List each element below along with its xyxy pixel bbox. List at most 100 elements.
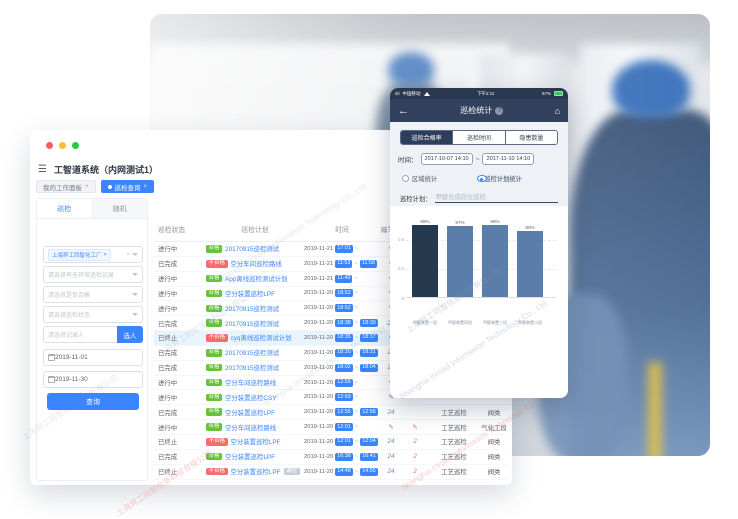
time-cell: 2019-11-20 12:59 ~ xyxy=(304,378,380,387)
plan-cell: 合格 20170915巡检测试 xyxy=(206,304,304,313)
plan-link[interactable]: 空分装置巡检LPF xyxy=(225,454,276,462)
plan-link[interactable]: cyq离线巡检测试计划 xyxy=(230,335,292,343)
plan-link[interactable]: 空分车间巡检路线 xyxy=(225,380,277,388)
tab-inspection[interactable]: 巡检 xyxy=(37,199,92,218)
plan-cell: 不合格 空分车间巡检路线 xyxy=(206,259,304,268)
status-cell: 已终止 xyxy=(158,439,178,447)
plan-link[interactable]: 20170915巡检测试 xyxy=(225,246,280,254)
edit-icon[interactable]: ✎ xyxy=(412,424,418,432)
pick-person-button[interactable]: 选人 xyxy=(117,326,143,343)
end-time-badge: 12:56 xyxy=(360,408,378,417)
close-icon[interactable]: × xyxy=(143,183,148,190)
plan-link[interactable]: 20170915巡检测试 xyxy=(225,320,280,328)
status-cell: 进行中 xyxy=(158,305,178,313)
date-text: 2019-11-20 xyxy=(304,409,334,416)
home-icon[interactable]: ⌂ xyxy=(554,105,560,116)
start-time-badge: 12:59 xyxy=(335,378,353,387)
result-badge: 合格 xyxy=(206,319,223,327)
tab-label: 巡检查询 xyxy=(114,184,141,192)
status-select[interactable]: 请选择巡检状态 xyxy=(43,306,143,323)
minimize-window-icon[interactable] xyxy=(59,142,66,149)
table-row[interactable]: 已完成 合格 空分装置巡检LPF 2019-11-20 12:55 ~12:56 24 工艺巡… xyxy=(154,405,508,421)
plan-link[interactable]: 空分车间巡检路线 xyxy=(225,424,277,432)
time-to-input[interactable]: 2017-11-10 14:10 xyxy=(482,153,535,165)
result-badge: 合格 xyxy=(206,363,223,372)
gridline xyxy=(406,268,556,270)
plan-select[interactable]: 甲醇合成岗位巡检 xyxy=(435,192,558,203)
tab-my-workbench[interactable]: 我的工作面板 × xyxy=(36,180,96,193)
radio-area-stats[interactable]: 区域统计 xyxy=(402,174,437,183)
plan-link[interactable]: 20170915巡检测试 xyxy=(225,365,280,373)
plan-link[interactable]: 空分装置巡检LPF xyxy=(230,439,281,447)
zoom-window-icon[interactable] xyxy=(72,142,79,149)
time-cell: 2019-11-20 18:02 ~18:04 xyxy=(304,363,380,372)
table-row[interactable]: 进行中 合格 空分车间巡检路线 2019-11-20 12:01 ~ ✎ ✎ 工艺巡检 气化工段 xyxy=(154,420,508,435)
status-cell: 已完成 xyxy=(158,365,178,373)
inspection-type-cell: 工艺巡检 xyxy=(441,439,467,447)
time-cell: 2019-11-20 18:35 ~18:37 xyxy=(304,333,380,342)
date-to-input[interactable]: 2019-11-30 xyxy=(43,371,143,388)
status-cell: 已完成 xyxy=(158,409,178,417)
time-from-input[interactable]: 2017-10-07 14:10 xyxy=(420,153,473,165)
plan-cell: 不合格 空分装置巡检LPF 漏检 xyxy=(206,467,304,476)
range-separator: ~ xyxy=(354,364,359,371)
plan-cell: 合格 空分车间巡检路线 xyxy=(206,423,304,432)
plan-link[interactable]: 20170915巡检测试 xyxy=(225,305,280,313)
segment-inspection-time[interactable]: 巡检时间 xyxy=(452,131,505,144)
signal-icon: ılıl xyxy=(395,91,400,96)
search-button[interactable]: 查询 xyxy=(47,393,139,410)
plan-cell: 合格 空分装置巡检LPF xyxy=(206,408,304,417)
result-badge: 合格 xyxy=(206,408,223,416)
count-cell: 2 xyxy=(413,468,417,476)
start-time-badge: 18:30 xyxy=(335,348,353,357)
range-separator: ~ xyxy=(354,453,359,460)
end-time-badge: 14:55 xyxy=(360,467,378,476)
table-row[interactable]: 已终止 不合格 空分装置巡检LPF 2019-11-20 12:01 ~12:04 24 2 工… xyxy=(154,435,508,450)
result-badge: 不合格 xyxy=(206,438,228,446)
plan-link[interactable]: 空分车间巡检路线 xyxy=(230,261,282,269)
close-icon[interactable]: × xyxy=(85,183,89,190)
back-icon[interactable]: ← xyxy=(398,104,409,117)
abnormal-record-select[interactable]: 请选择有无异常巡检记录 xyxy=(43,266,143,283)
record-person-input[interactable]: 请选择记录人 选人 xyxy=(43,326,143,343)
plan-link[interactable]: 空分装置巡检LPF xyxy=(225,290,276,298)
edit-icon[interactable]: ✎ xyxy=(388,424,394,432)
table-row[interactable]: 已终止 不合格 空分装置巡检LPF 漏检 2019-11-20 14:48 ~14:55 24… xyxy=(154,465,508,480)
count-cell: 24 xyxy=(387,468,395,476)
help-icon[interactable]: ? xyxy=(495,106,504,115)
radio-plan-stats[interactable]: 巡检计划统计 xyxy=(471,174,522,183)
result-badge: 合格 xyxy=(206,274,223,283)
segment-hazard-count[interactable]: 隐患数量 xyxy=(504,131,557,144)
pass-rate-bar-chart: 0 0.4 0.8 99% 甲醇装置一班 97% 甲醇装置四班 98% 甲醇装置三班 90% 甲醇装… xyxy=(390,206,568,398)
status-cell: 进行中 xyxy=(158,424,178,432)
chevron-down-icon xyxy=(132,313,138,316)
bar xyxy=(517,231,543,297)
range-separator: ~ xyxy=(354,394,359,401)
inspection-table: 巡检状态 巡检计划 时间 编写人 进行中合格20170915巡检测试2019-1… xyxy=(154,216,508,480)
segment-pass-rate[interactable]: 巡检合格率 xyxy=(401,131,453,144)
tab-random[interactable]: 随机 xyxy=(91,199,147,218)
plan-link[interactable]: 空分装置巡检CSY xyxy=(225,394,277,402)
time-cell: 2019-11-20 18:52 ~ xyxy=(304,289,380,298)
sidebar-tabs: 巡检 随机 xyxy=(37,199,147,219)
plan-link[interactable]: 20170915巡检测试 xyxy=(225,350,280,358)
date-text: 2019-11-20 xyxy=(304,394,334,401)
plan-select-row: 巡检计划： 甲醇合成岗位巡检 xyxy=(400,192,558,203)
plan-link[interactable]: 空分装置巡检LPF xyxy=(225,409,276,417)
org-select[interactable]: 上海异工同智化工厂 × × xyxy=(43,246,143,263)
clear-icon[interactable]: × xyxy=(126,251,130,258)
tab-inspection-query[interactable]: 巡检查询 × xyxy=(100,180,155,193)
inspection-type-cell: 工艺巡检 xyxy=(441,409,467,417)
close-window-icon[interactable] xyxy=(46,142,53,149)
table-row[interactable]: 已完成 合格 空分装置巡检LPF 2019-11-20 16:38 ~16:41 24 2 工艺… xyxy=(154,450,508,465)
date-from-input[interactable]: 2019-11-01 xyxy=(43,349,143,366)
date-text: 2019-11-20 xyxy=(304,424,334,431)
menu-icon[interactable]: ☰ xyxy=(38,163,47,175)
remove-tag-icon[interactable]: × xyxy=(103,251,107,258)
qualified-select[interactable]: 请选择是否合格 xyxy=(43,286,143,303)
plan-link[interactable]: App离线巡检测试计划 xyxy=(225,276,288,284)
placeholder-text: 请选择是否合格 xyxy=(48,293,91,299)
plan-link[interactable]: 空分装置巡检LPF xyxy=(230,469,281,477)
